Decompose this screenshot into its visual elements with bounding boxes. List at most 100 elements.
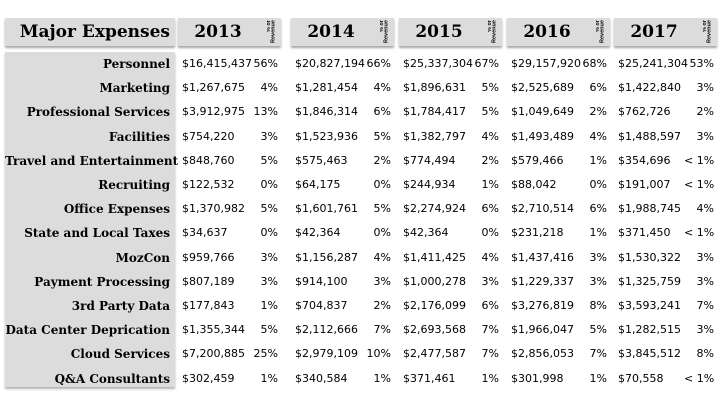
percent-of-revenue: 0% xyxy=(260,178,278,191)
expense-amount: $1,281,454 xyxy=(295,81,358,95)
expense-amount: $1,896,631 xyxy=(403,81,466,95)
year-value-column xyxy=(399,52,502,387)
percent-of-revenue: 1% xyxy=(589,371,607,385)
expense-amount: $29,157,920 xyxy=(511,57,581,70)
expense-amount: $762,726 xyxy=(618,105,671,119)
expense-amount: $3,593,241 xyxy=(618,299,681,312)
percent-of-revenue: 10% xyxy=(366,347,391,361)
percent-of-revenue: 4% xyxy=(373,250,391,264)
percent-of-revenue: 5% xyxy=(589,323,607,337)
expense-amount: $579,466 xyxy=(511,153,564,167)
percent-of-revenue: 3% xyxy=(696,250,714,264)
expense-amount: $1,282,515 xyxy=(618,323,681,337)
year-header: 2014 % of Revenue xyxy=(291,18,394,46)
expense-amount: $371,461 xyxy=(403,371,456,385)
percent-of-revenue: 2% xyxy=(481,153,499,167)
expense-amount: $1,049,649 xyxy=(511,105,574,119)
percent-of-revenue: 1% xyxy=(589,226,607,240)
expense-amount: $371,450 xyxy=(618,226,671,240)
year-header: 2016 % of Revenue xyxy=(507,18,610,46)
expense-amount: $1,355,344 xyxy=(182,323,245,337)
row-label: Professional Services xyxy=(26,105,170,120)
expense-amount: $1,488,597 xyxy=(618,129,681,143)
percent-of-revenue: 3% xyxy=(696,323,714,337)
expense-amount: $1,784,417 xyxy=(403,105,466,119)
percent-of-revenue: 6% xyxy=(589,202,607,216)
row-label: MozCon xyxy=(115,250,170,265)
expense-amount: $122,532 xyxy=(182,178,235,191)
expense-amount: $1,382,797 xyxy=(403,129,466,143)
row-label: Data Center Deprication xyxy=(5,323,171,338)
row-label: Personnel xyxy=(102,57,170,71)
percent-of-revenue: 25% xyxy=(253,347,278,361)
expense-amount: $340,584 xyxy=(295,371,348,385)
expense-amount: $42,364 xyxy=(403,226,449,240)
percent-of-revenue: 2% xyxy=(373,153,391,167)
expense-amount: $2,979,109 xyxy=(295,347,358,361)
row-label: Cloud Services xyxy=(70,347,170,362)
expense-amount: $1,988,745 xyxy=(618,202,681,216)
expense-amount: $848,760 xyxy=(182,153,235,167)
expense-amount: $16,415,437 xyxy=(182,57,252,70)
expense-amount: $2,525,689 xyxy=(511,81,574,95)
expense-amount: $1,411,425 xyxy=(403,250,466,264)
expense-amount: $2,477,587 xyxy=(403,347,466,361)
percent-of-revenue-label: % of Revenue xyxy=(703,20,712,43)
expense-amount: $34,637 xyxy=(182,226,228,240)
year-value-column xyxy=(614,52,717,387)
percent-of-revenue: 3% xyxy=(589,274,607,288)
expense-amount: $2,112,666 xyxy=(295,323,358,337)
percent-of-revenue: < 1% xyxy=(684,226,715,240)
expense-amount: $1,229,337 xyxy=(511,274,574,288)
percent-of-revenue: 8% xyxy=(696,347,714,361)
percent-of-revenue: 3% xyxy=(260,250,278,264)
expense-amount: $1,000,278 xyxy=(403,274,466,288)
percent-of-revenue: 3% xyxy=(481,274,499,288)
percent-of-revenue: 5% xyxy=(481,81,499,95)
expense-amount: $64,175 xyxy=(295,178,341,191)
percent-of-revenue: 68% xyxy=(582,57,607,70)
expense-amount: $231,218 xyxy=(511,226,564,240)
expense-amount: $42,364 xyxy=(295,226,341,240)
year-label: 2014 xyxy=(307,22,355,42)
expense-amount: $191,007 xyxy=(618,178,671,191)
percent-of-revenue: 6% xyxy=(373,105,391,119)
percent-of-revenue: 13% xyxy=(253,105,278,119)
percent-of-revenue-label: % of Revenue xyxy=(380,20,389,43)
percent-of-revenue: 67% xyxy=(474,57,499,70)
percent-of-revenue: 4% xyxy=(589,129,607,143)
percent-of-revenue: 66% xyxy=(366,57,391,70)
year-label: 2016 xyxy=(523,22,571,42)
percent-of-revenue: 56% xyxy=(253,57,278,70)
percent-of-revenue: 0% xyxy=(260,226,278,240)
percent-of-revenue: 7% xyxy=(696,299,714,312)
percent-of-revenue: 7% xyxy=(373,323,391,337)
expense-amount: $1,523,936 xyxy=(295,129,358,143)
expense-amount: $2,856,053 xyxy=(511,347,574,361)
percent-of-revenue: 6% xyxy=(589,81,607,95)
year-value-column xyxy=(507,52,610,387)
percent-of-revenue-label: % of Revenue xyxy=(488,20,497,43)
percent-of-revenue: < 1% xyxy=(684,371,715,385)
percent-of-revenue: 2% xyxy=(696,105,714,119)
percent-of-revenue: 5% xyxy=(260,153,278,167)
expense-amount: $7,200,885 xyxy=(182,347,245,361)
percent-of-revenue: 7% xyxy=(481,347,499,361)
expense-amount: $575,463 xyxy=(295,153,348,167)
expense-amount: $959,766 xyxy=(182,250,235,264)
expense-amount: $2,274,924 xyxy=(403,202,466,216)
percent-of-revenue: 3% xyxy=(696,81,714,95)
expense-amount: $3,912,975 xyxy=(182,105,245,119)
percent-of-revenue: < 1% xyxy=(684,178,715,191)
expense-amount: $1,846,314 xyxy=(295,105,358,119)
percent-of-revenue: 3% xyxy=(589,250,607,264)
expense-amount: $754,220 xyxy=(182,129,235,143)
percent-of-revenue: 3% xyxy=(260,274,278,288)
expense-amount: $302,459 xyxy=(182,371,235,385)
percent-of-revenue: 4% xyxy=(260,81,278,95)
percent-of-revenue: 2% xyxy=(373,299,391,312)
percent-of-revenue: 1% xyxy=(260,371,278,385)
percent-of-revenue: 4% xyxy=(481,250,499,264)
percent-of-revenue: 5% xyxy=(373,129,391,143)
percent-of-revenue: 5% xyxy=(260,202,278,216)
